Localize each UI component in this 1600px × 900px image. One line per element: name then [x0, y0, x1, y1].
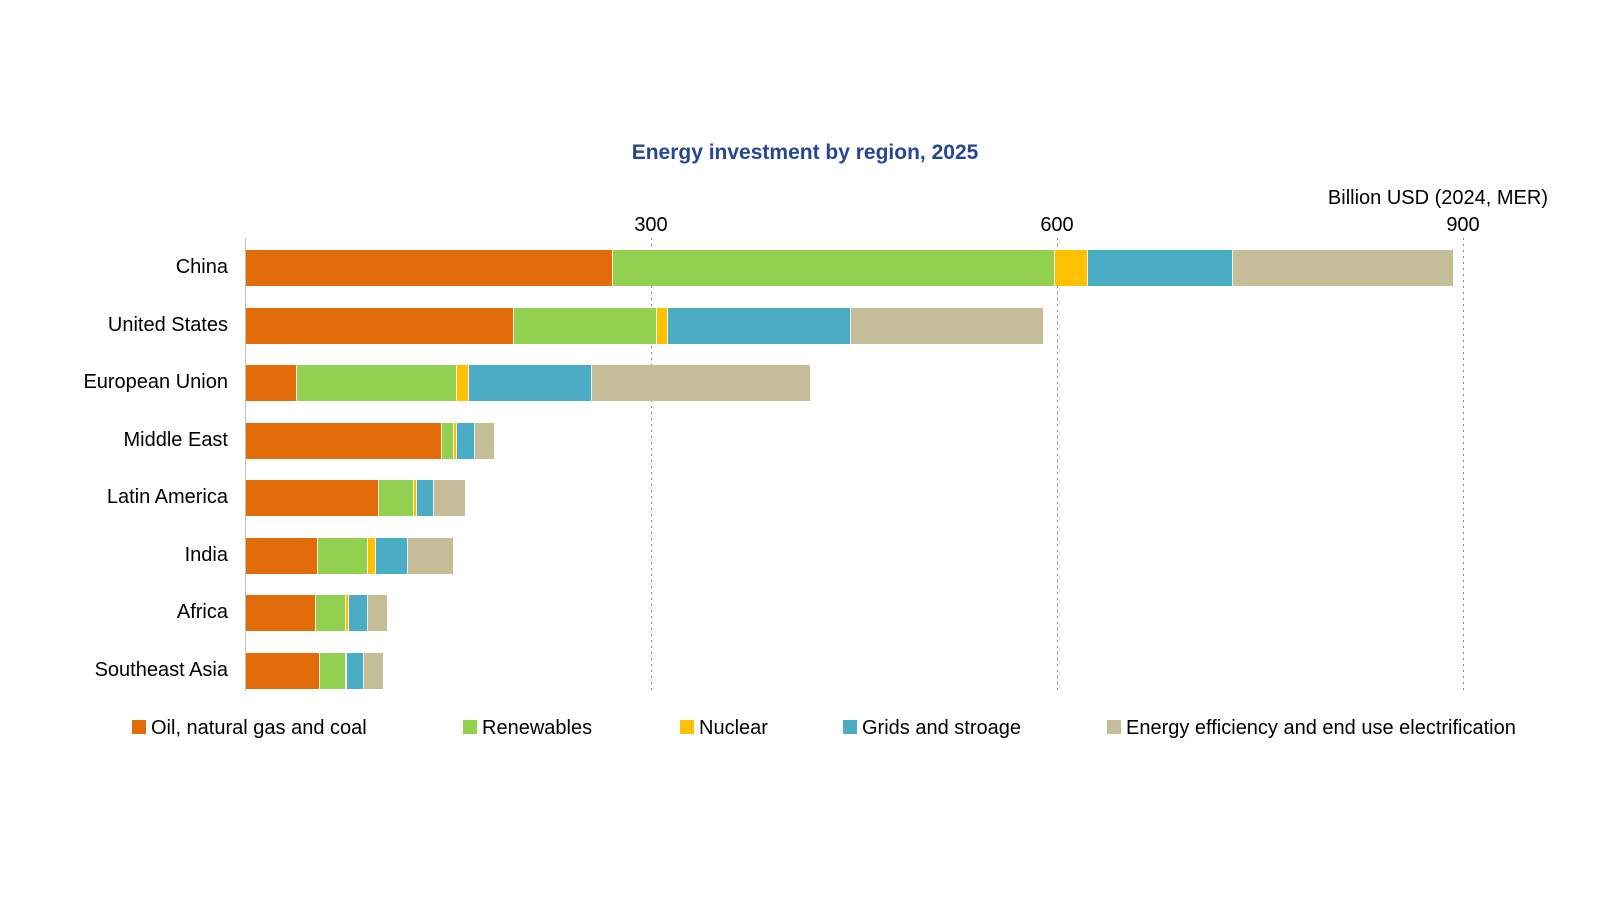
bar-segment-latin-america-grids-and-stroage — [416, 480, 435, 516]
bar-segment-middle-east-oil-natural-gas-and-coal — [246, 423, 443, 459]
category-label-united-states: United States — [107, 314, 228, 336]
x-axis-unit-label: Billion USD (2024, MER) — [1327, 187, 1548, 209]
bar-segment-latin-america-nuclear — [413, 480, 417, 516]
bar-segment-india-grids-and-stroage — [375, 538, 409, 574]
bar-segment-european-union-energy-efficiency-and-end-use-electrification — [592, 365, 811, 401]
bar-segment-european-union-grids-and-stroage — [469, 365, 593, 401]
bar-segment-middle-east-grids-and-stroage — [457, 423, 475, 459]
category-label-southeast-asia: Southeast Asia — [94, 659, 228, 681]
bar-africa — [246, 595, 387, 631]
bar-european-union — [246, 365, 811, 401]
bar-segment-latin-america-oil-natural-gas-and-coal — [246, 480, 379, 516]
bar-segment-southeast-asia-oil-natural-gas-and-coal — [246, 653, 321, 689]
bar-middle-east — [246, 423, 494, 459]
bar-segment-latin-america-renewables — [378, 480, 414, 516]
chart-title: Energy investment by region, 2025 — [631, 141, 979, 164]
legend-label-grids-and-stroage: Grids and stroage — [862, 717, 1021, 739]
y-axis-line — [245, 238, 246, 691]
legend-swatch-energy-efficiency-and-end-use-electrification — [1107, 720, 1121, 734]
bar-united-states — [246, 308, 1044, 344]
bar-segment-africa-oil-natural-gas-and-coal — [246, 595, 317, 631]
bar-segment-latin-america-energy-efficiency-and-end-use-electrification — [434, 480, 466, 516]
bar-segment-southeast-asia-nuclear — [346, 653, 348, 689]
bar-segment-africa-energy-efficiency-and-end-use-electrification — [367, 595, 387, 631]
legend-label-nuclear: Nuclear — [699, 717, 768, 739]
bar-segment-united-states-grids-and-stroage — [668, 308, 851, 344]
bar-segment-united-states-oil-natural-gas-and-coal — [246, 308, 514, 344]
bar-segment-india-energy-efficiency-and-end-use-electrification — [408, 538, 454, 574]
category-label-middle-east: Middle East — [123, 429, 229, 451]
bar-latin-america — [246, 480, 466, 516]
category-label-european-union: European Union — [83, 371, 228, 393]
legend-swatch-oil-natural-gas-and-coal — [132, 720, 146, 734]
bar-segment-united-states-renewables — [513, 308, 658, 344]
legend-swatch-renewables — [463, 720, 477, 734]
bar-segment-european-union-renewables — [297, 365, 458, 401]
bar-china — [246, 250, 1454, 286]
bar-segment-china-oil-natural-gas-and-coal — [246, 250, 613, 286]
bar-segment-european-union-oil-natural-gas-and-coal — [246, 365, 298, 401]
bar-segment-middle-east-energy-efficiency-and-end-use-electrification — [474, 423, 494, 459]
legend-swatch-grids-and-stroage — [843, 720, 857, 734]
bar-segment-middle-east-nuclear — [454, 423, 458, 459]
bar-segment-united-states-energy-efficiency-and-end-use-electrification — [850, 308, 1044, 344]
bar-segment-united-states-nuclear — [657, 308, 669, 344]
x-tick-label-300: 300 — [634, 214, 668, 236]
gridline-900 — [1463, 238, 1464, 691]
bar-segment-india-oil-natural-gas-and-coal — [246, 538, 318, 574]
legend-label-energy-efficiency-and-end-use-electrification: Energy efficiency and end use electrific… — [1126, 717, 1516, 739]
bar-segment-southeast-asia-grids-and-stroage — [347, 653, 364, 689]
bar-segment-china-renewables — [612, 250, 1056, 286]
legend-label-oil-natural-gas-and-coal: Oil, natural gas and coal — [151, 717, 367, 739]
bar-india — [246, 538, 454, 574]
bar-segment-middle-east-renewables — [442, 423, 455, 459]
bar-segment-european-union-nuclear — [457, 365, 470, 401]
bar-segment-africa-nuclear — [346, 595, 349, 631]
bar-segment-africa-renewables — [316, 595, 347, 631]
bar-segment-india-nuclear — [367, 538, 376, 574]
x-tick-label-600: 600 — [1040, 214, 1074, 236]
category-label-china: China — [175, 256, 228, 278]
bar-segment-southeast-asia-energy-efficiency-and-end-use-electrification — [363, 653, 383, 689]
bar-segment-china-grids-and-stroage — [1087, 250, 1233, 286]
bar-segment-africa-grids-and-stroage — [348, 595, 368, 631]
bar-segment-india-renewables — [317, 538, 368, 574]
bar-segment-southeast-asia-renewables — [320, 653, 347, 689]
category-label-india: India — [184, 544, 228, 566]
category-label-africa: Africa — [176, 601, 228, 623]
bar-southeast-asia — [246, 653, 383, 689]
legend-label-renewables: Renewables — [482, 717, 593, 739]
bar-segment-china-nuclear — [1055, 250, 1088, 286]
x-tick-label-900: 900 — [1446, 214, 1480, 236]
legend-swatch-nuclear — [680, 720, 694, 734]
gridline-600 — [1057, 238, 1058, 691]
category-label-latin-america: Latin America — [106, 486, 228, 508]
bar-segment-china-energy-efficiency-and-end-use-electrification — [1232, 250, 1454, 286]
gridline-300 — [651, 238, 652, 691]
